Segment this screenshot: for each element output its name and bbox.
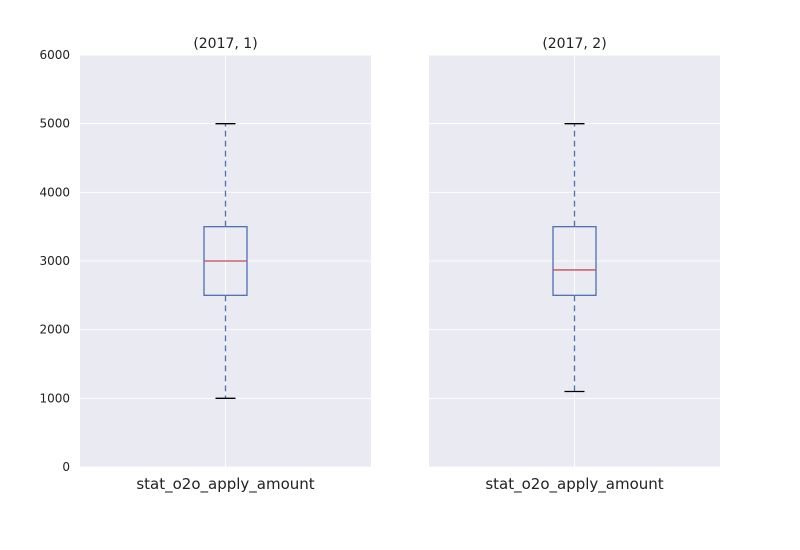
- y-tick-label-6000: 6000: [39, 48, 70, 62]
- panel-1-title: (2017, 1): [193, 36, 257, 52]
- panel-1: 0 1000 2000 3000 4000 5000 6000 (2017, 1) stat…: [39, 36, 371, 494]
- y-tick-label-4000: 4000: [39, 185, 70, 199]
- y-tick-label-1000: 1000: [39, 391, 70, 405]
- panel-2-title: (2017, 2): [542, 36, 606, 52]
- y-tick-label-0: 0: [62, 460, 70, 474]
- y-tick-label-2000: 2000: [39, 323, 70, 337]
- panel-2-category-label: stat_o2o_apply_amount: [485, 475, 663, 494]
- panel-1-category-label: stat_o2o_apply_amount: [136, 475, 314, 494]
- y-tick-label-5000: 5000: [39, 117, 70, 131]
- panel-2: (2017, 2) stat_o2o_apply_amount: [429, 36, 720, 494]
- panel-1-yticks: 0 1000 2000 3000 4000 5000 6000: [39, 48, 70, 474]
- y-tick-label-3000: 3000: [39, 254, 70, 268]
